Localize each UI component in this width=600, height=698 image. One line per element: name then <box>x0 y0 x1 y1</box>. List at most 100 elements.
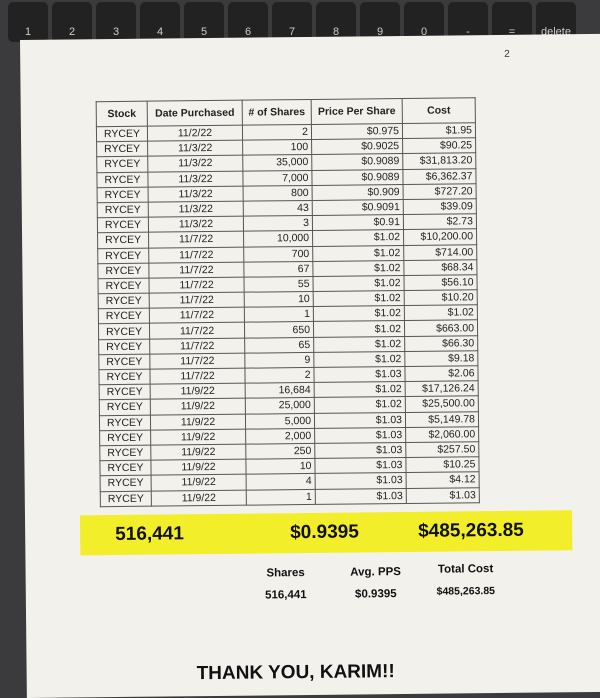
table-cell: $1.03 <box>406 487 480 504</box>
table-cell: RYCEY <box>99 460 152 476</box>
table-cell: RYCEY <box>100 490 152 507</box>
table-cell: 650 <box>244 321 314 338</box>
table-cell: $0.9089 <box>311 153 403 171</box>
page-number: 2 <box>504 48 510 60</box>
column-header: Cost <box>402 97 476 124</box>
totals-highlight: 516,441 $0.9395 $485,263.85 <box>79 510 573 556</box>
table-cell: RYCEY <box>96 126 148 142</box>
table-cell: $10,200.00 <box>403 229 477 245</box>
table-cell: $0.9091 <box>312 199 404 216</box>
table-cell: 2 <box>244 367 315 384</box>
table-cell: $25,500.00 <box>405 396 479 413</box>
table-cell: 11/9/22 <box>150 459 247 476</box>
table-cell: $1.95 <box>402 122 476 139</box>
table-cell: 11/7/22 <box>149 292 245 309</box>
table-cell: 700 <box>243 245 313 262</box>
table-cell: 11/3/22 <box>147 155 243 172</box>
table-cell: $1.03 <box>314 457 407 474</box>
table-cell: RYCEY <box>97 247 149 264</box>
table-cell: RYCEY <box>96 171 149 188</box>
table-cell: 11/9/22 <box>150 428 246 446</box>
key: 1 <box>8 2 48 42</box>
table-cell: $0.91 <box>312 214 404 231</box>
table-cell: $56.10 <box>403 274 478 291</box>
table-cell: 11/3/22 <box>148 201 244 218</box>
table-cell: $17,126.24 <box>405 380 479 397</box>
table-cell: $68.34 <box>403 259 477 276</box>
table-cell: 11/2/22 <box>147 125 243 142</box>
table-cell: RYCEY <box>98 369 151 385</box>
summary-value: 516,441 <box>264 589 307 602</box>
table-cell: 11/3/22 <box>147 170 244 187</box>
table-cell: 5,000 <box>245 412 315 429</box>
table-cell: 11/9/22 <box>150 398 246 415</box>
table-cell: $31,813.20 <box>402 153 476 170</box>
table-cell: RYCEY <box>99 414 151 431</box>
table-cell: RYCEY <box>97 202 149 218</box>
table-cell: RYCEY <box>97 262 149 279</box>
table-cell: 67 <box>243 261 313 278</box>
table-cell: $2,060.00 <box>405 426 479 443</box>
table-cell: RYCEY <box>98 278 150 294</box>
table-cell: 11/7/22 <box>149 368 246 385</box>
table-cell: $1.02 <box>314 396 406 413</box>
table-cell: 11/7/22 <box>148 246 244 263</box>
total-cost: $485,263.85 <box>418 519 524 542</box>
table-cell: $1.02 <box>312 260 404 277</box>
table-cell: $1.03 <box>315 472 407 489</box>
table-cell: 2,000 <box>245 428 315 445</box>
table-cell: RYCEY <box>98 308 150 325</box>
table-cell: RYCEY <box>98 293 150 309</box>
table-cell: RYCEY <box>99 445 151 461</box>
table-cell: $4.12 <box>406 472 480 488</box>
table-cell: RYCEY <box>99 429 151 446</box>
table-cell: $1.02 <box>312 275 405 292</box>
table-cell: $257.50 <box>405 441 479 458</box>
table-cell: 55 <box>243 276 314 293</box>
summary-label: Total Cost <box>437 563 494 576</box>
table-cell: 11/3/22 <box>147 140 243 157</box>
table-cell: $0.909 <box>312 184 404 201</box>
table-cell: 11/7/22 <box>148 277 245 294</box>
table-cell: RYCEY <box>98 338 150 355</box>
table-cell: $2.06 <box>404 365 479 382</box>
table-cell: $10.20 <box>404 289 478 306</box>
table-cell: 25,000 <box>245 397 315 414</box>
table-cell: 16,684 <box>245 382 315 399</box>
table-cell: $2.73 <box>403 213 477 230</box>
table-cell: 11/9/22 <box>151 474 247 491</box>
table-cell: 35,000 <box>242 154 312 171</box>
table-cell: 800 <box>243 185 313 202</box>
summary-label: Avg. PPS <box>350 566 401 579</box>
table-cell: $1.02 <box>314 381 406 398</box>
table-cell: RYCEY <box>96 156 148 173</box>
table-cell: 7,000 <box>242 170 313 186</box>
table-cell: RYCEY <box>96 141 148 158</box>
total-shares: 516,441 <box>115 523 184 546</box>
table-cell: $1.02 <box>313 351 405 368</box>
table-cell: 3 <box>243 215 313 232</box>
table-cell: 43 <box>243 200 313 217</box>
table-cell: 10 <box>245 458 316 475</box>
table-cell: $10.25 <box>405 456 480 473</box>
table-cell: $1.03 <box>314 412 406 429</box>
table-cell: $727.20 <box>403 183 477 200</box>
table-cell: 11/7/22 <box>149 337 245 354</box>
key: 6 <box>228 2 268 42</box>
table-cell: RYCEY <box>97 232 149 249</box>
table-cell: RYCEY <box>97 217 149 234</box>
column-header: Date Purchased <box>147 100 243 127</box>
table-cell: 9 <box>244 352 314 369</box>
footer-text: THANK YOU, KARIM!! <box>196 661 395 685</box>
table-cell: $1.02 <box>313 336 405 353</box>
table-cell: RYCEY <box>99 384 151 401</box>
table-cell: $0.975 <box>311 123 403 140</box>
table-cell: 65 <box>244 337 314 353</box>
table-cell: 100 <box>242 139 312 156</box>
key: 5 <box>184 2 224 42</box>
table-cell: $1.02 <box>312 229 404 246</box>
total-avg-price: $0.9395 <box>290 521 359 544</box>
table-cell: 11/7/22 <box>149 307 245 324</box>
table-cell: RYCEY <box>97 186 149 203</box>
